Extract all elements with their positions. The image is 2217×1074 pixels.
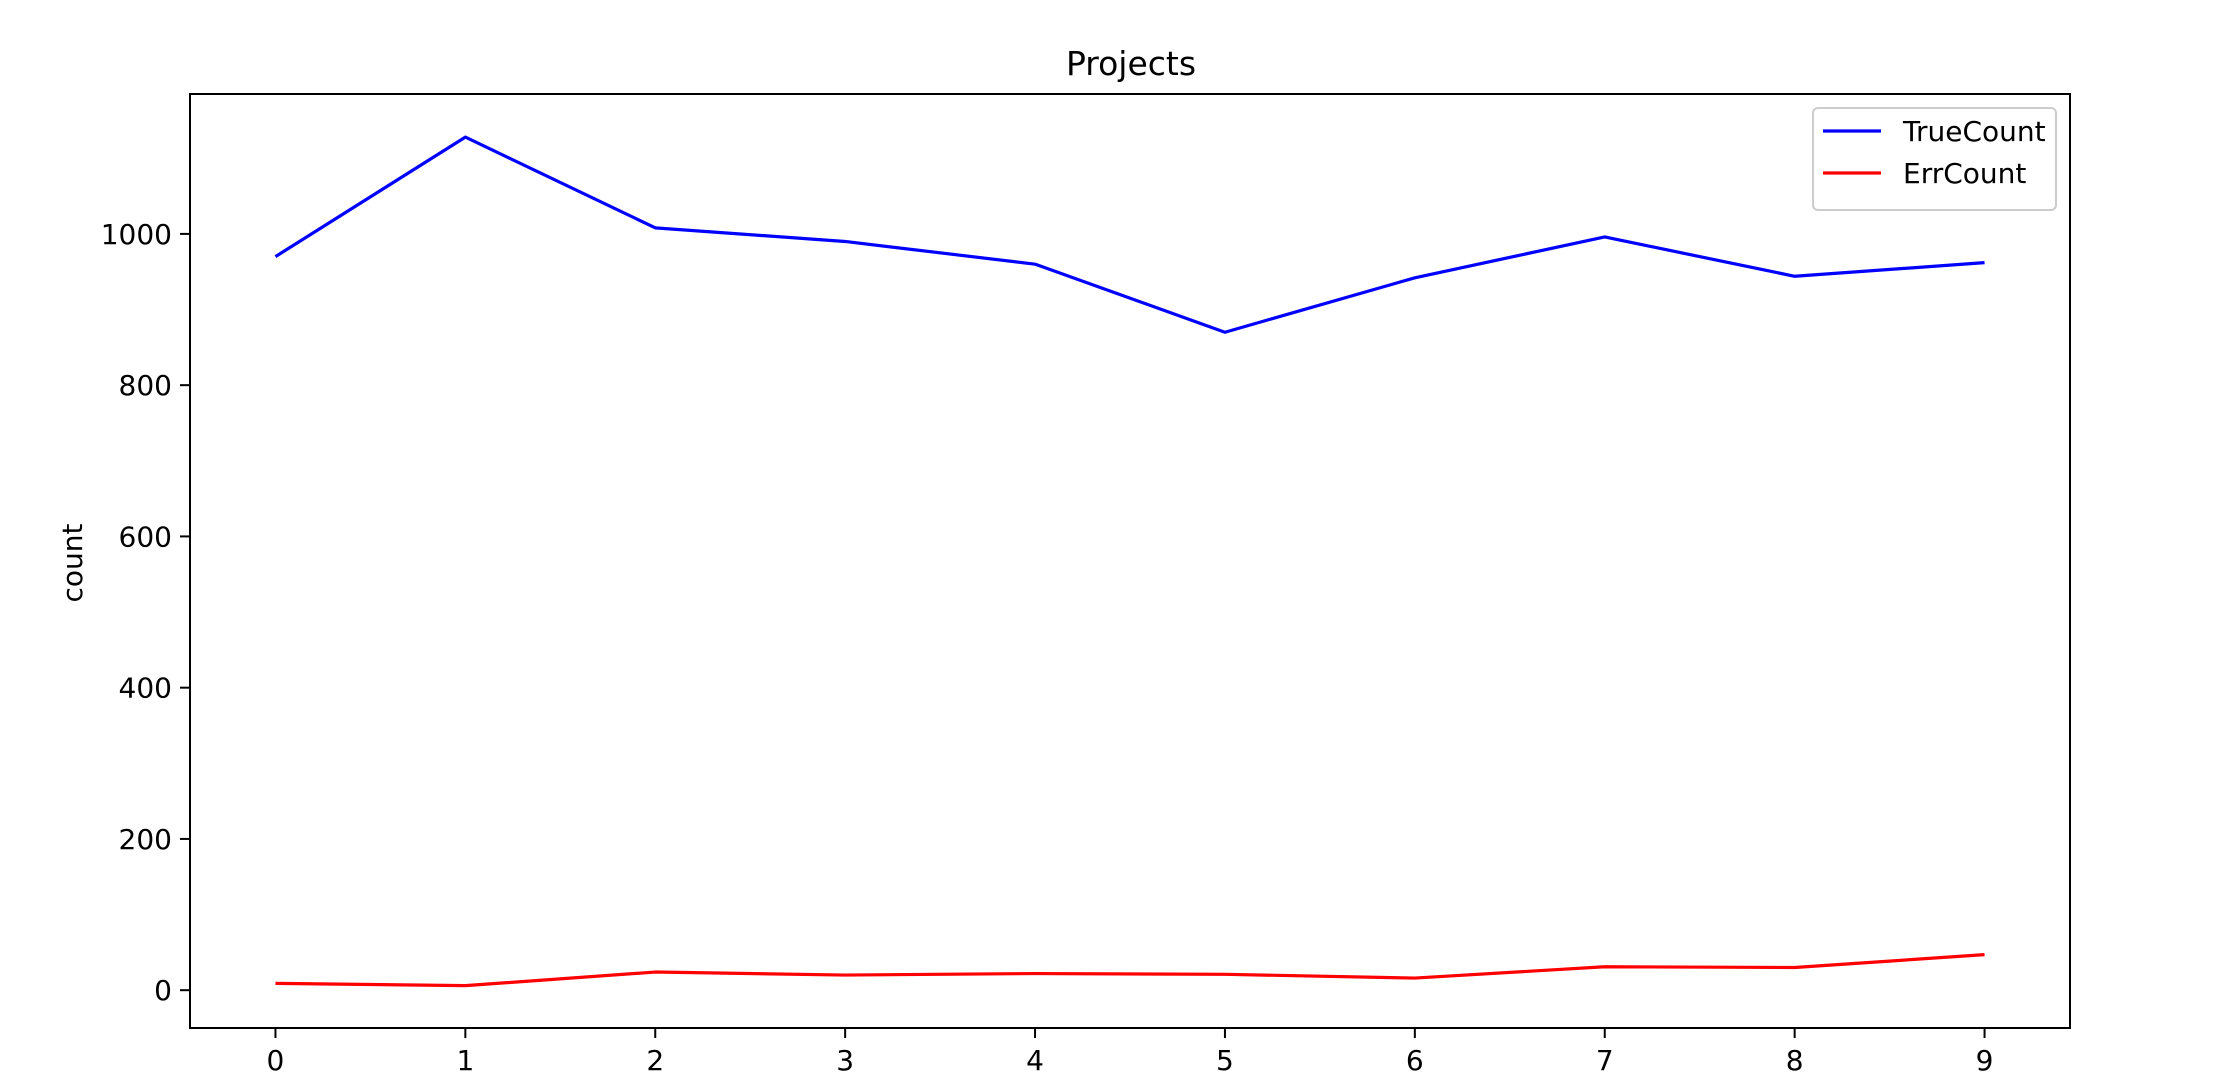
series-line-errcount [275, 953, 1985, 988]
y-tick-label: 400 [119, 672, 172, 705]
x-tick-label: 1 [456, 1044, 474, 1074]
x-tick-label: 5 [1216, 1044, 1234, 1074]
legend-label-errcount: ErrCount [1903, 157, 2026, 190]
y-axis-label: count [56, 523, 89, 602]
x-axis: 0 1 2 3 4 5 6 7 8 9 [267, 1028, 1994, 1074]
legend-label-truecount: TrueCount [1902, 115, 2046, 148]
x-tick-label: 3 [836, 1044, 854, 1074]
y-axis: 0 200 400 600 800 1000 [101, 218, 190, 1007]
series-layer [274, 135, 1985, 988]
x-tick-label: 6 [1406, 1044, 1424, 1074]
y-tick-label: 0 [154, 974, 172, 1007]
plot-area [189, 93, 2071, 1029]
legend-box [1812, 107, 2057, 211]
x-tick-label: 8 [1786, 1044, 1804, 1074]
x-tick-label: 4 [1026, 1044, 1044, 1074]
x-tick-label: 0 [267, 1044, 285, 1074]
y-tick-label: 1000 [101, 218, 172, 251]
y-tick-label: 800 [119, 369, 172, 402]
plot-frame [189, 93, 2071, 1029]
x-tick-label: 7 [1596, 1044, 1614, 1074]
y-tick-label: 200 [119, 823, 172, 856]
x-tick-label: 9 [1976, 1044, 1994, 1074]
x-tick-label: 2 [646, 1044, 664, 1074]
legend: TrueCount ErrCount [1812, 107, 2057, 211]
y-tick-label: 600 [119, 520, 172, 553]
series-line-truecount [274, 135, 1985, 334]
chart-title: Projects [1066, 44, 1196, 83]
